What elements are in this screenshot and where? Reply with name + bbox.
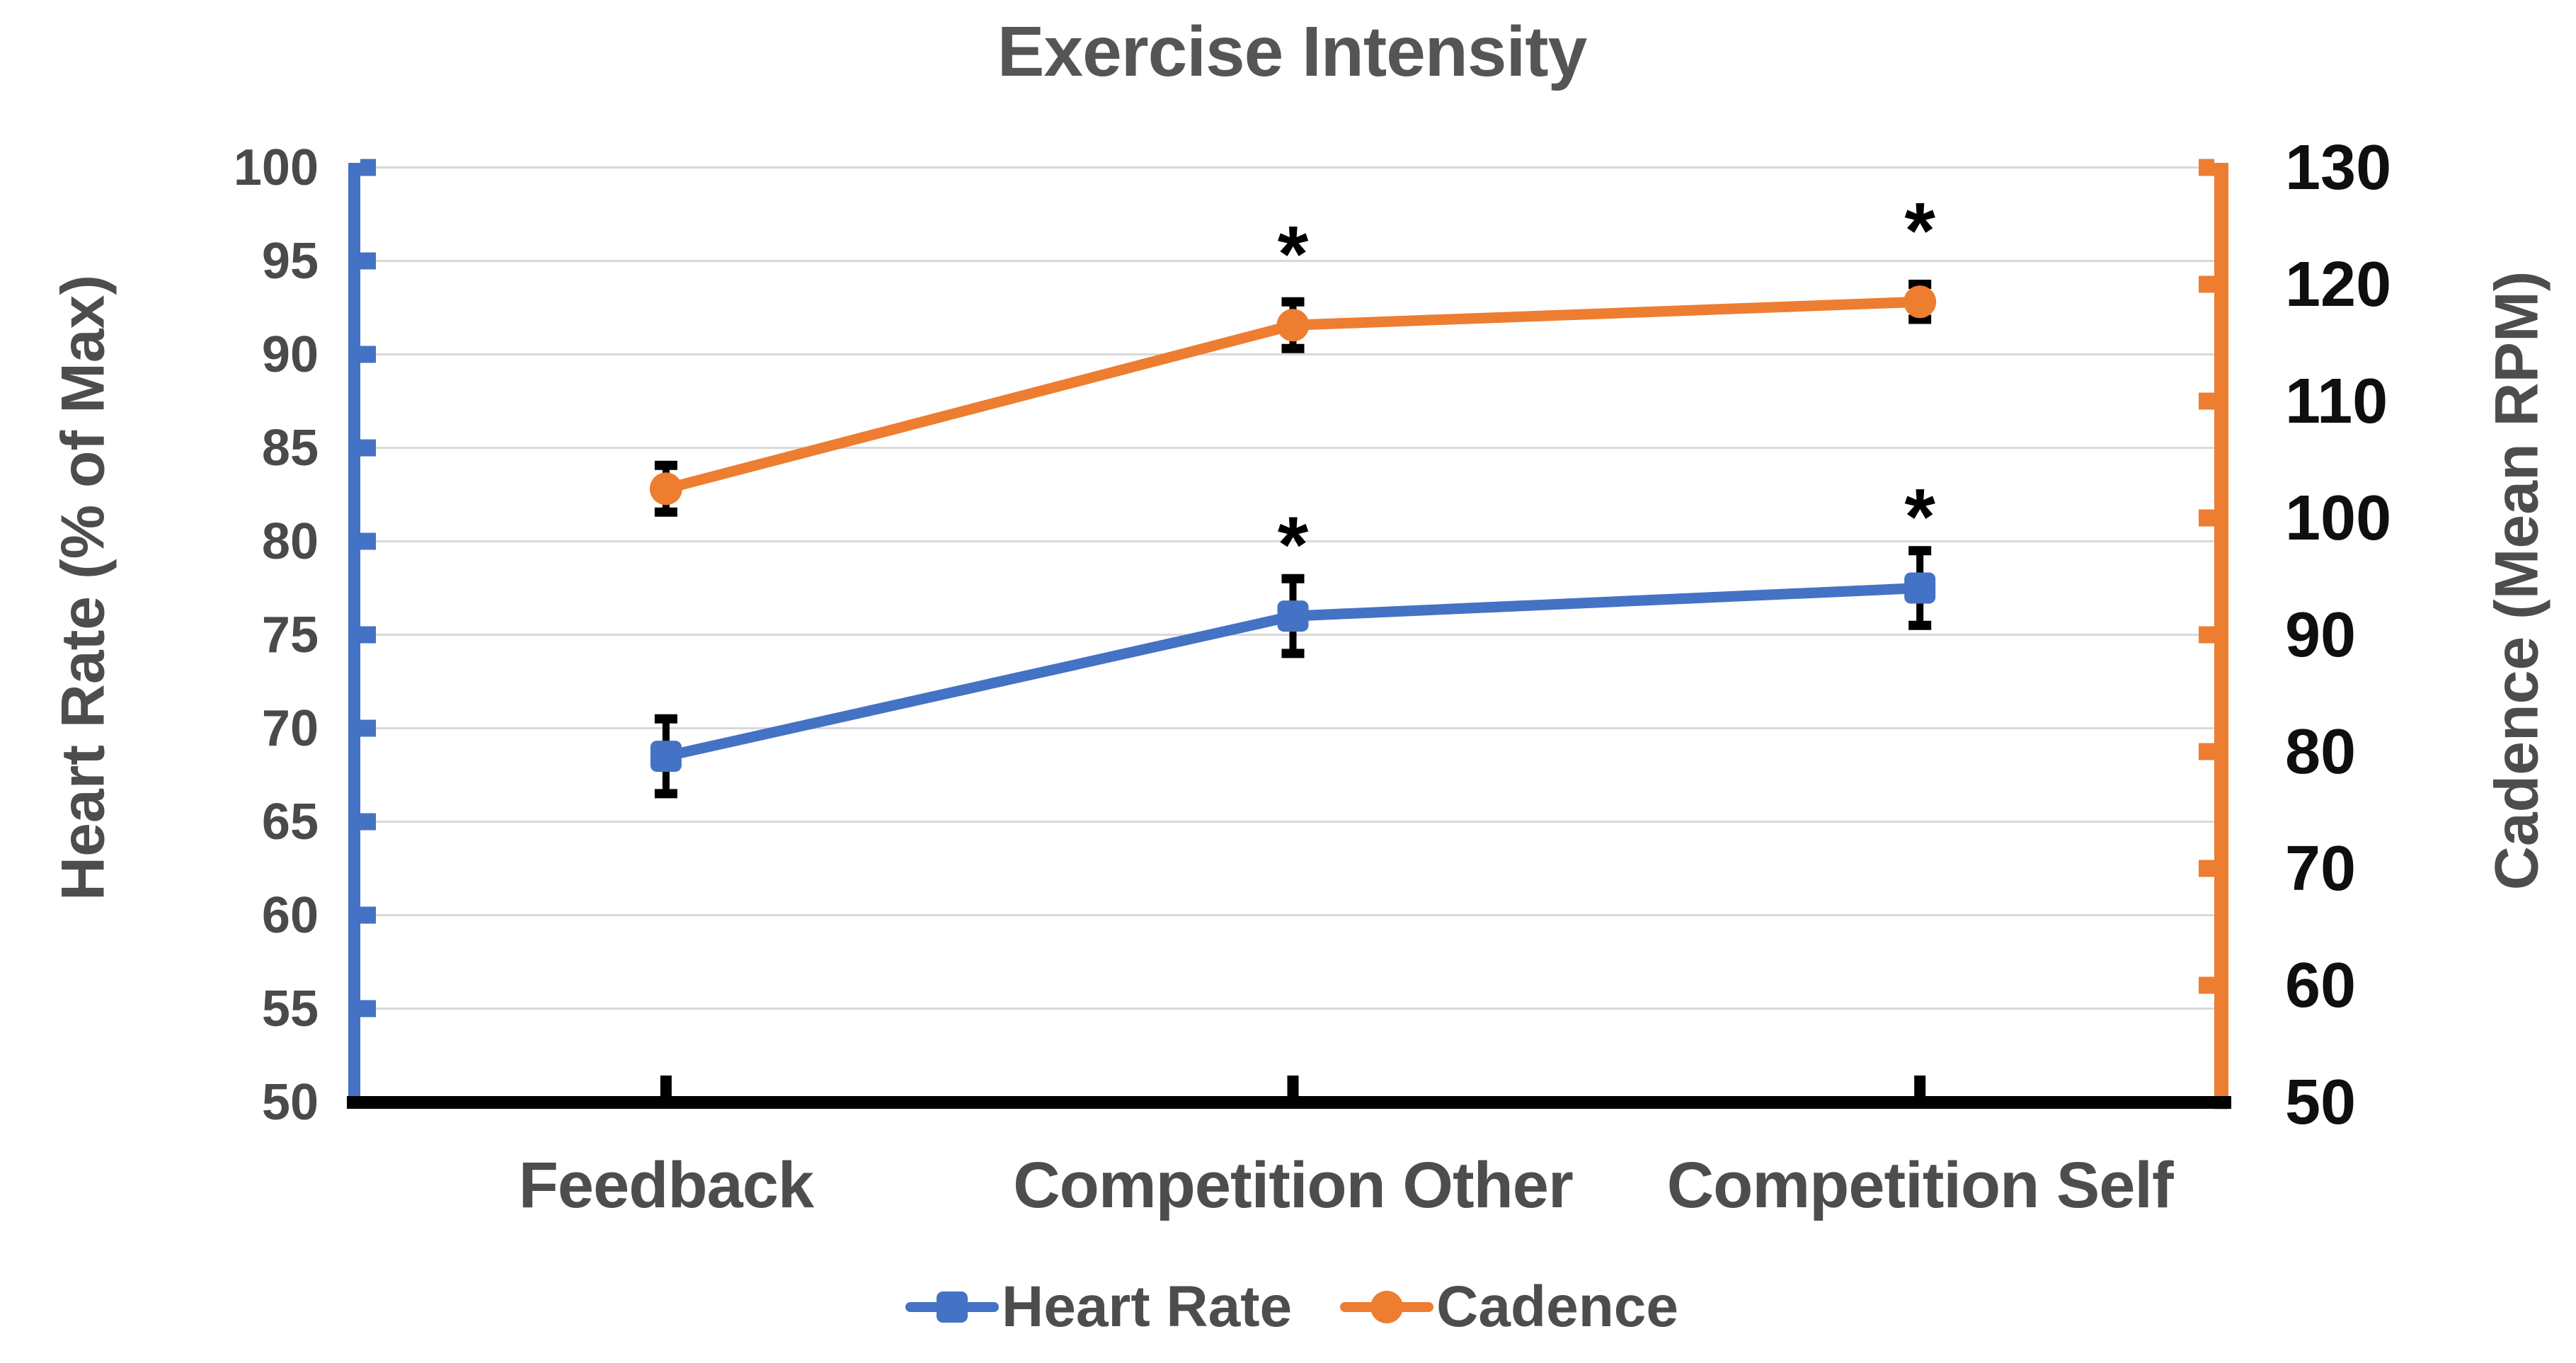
right-axis-tick-label: 70 <box>2285 833 2357 904</box>
right-axis-tick <box>2199 626 2214 644</box>
left-axis-tick-label: 85 <box>261 419 319 477</box>
left-axis-tick-label: 100 <box>233 139 319 196</box>
x-axis-tick <box>1287 1076 1299 1096</box>
left-axis-tick <box>360 1000 376 1017</box>
left-axis-tick-label: 95 <box>261 232 319 290</box>
marker-square-heart-rate <box>1904 572 1936 604</box>
right-axis-tick <box>2199 509 2214 527</box>
right-axis-tick <box>2199 275 2214 293</box>
x-axis-line <box>347 1096 2231 1109</box>
left-axis-tick-label: 60 <box>261 886 319 944</box>
x-axis-category-label: Competition Other <box>1013 1149 1574 1221</box>
left-axis-tick <box>360 439 376 457</box>
significance-asterisk: * <box>1278 501 1309 589</box>
x-axis-category-label: Feedback <box>518 1149 814 1221</box>
left-axis-tick <box>360 532 376 550</box>
legend-label: Heart Rate <box>1002 1274 1293 1339</box>
right-axis-tick-label: 110 <box>2285 365 2388 437</box>
right-axis-tick-label: 100 <box>2285 482 2392 554</box>
left-axis-tick <box>360 626 376 644</box>
legend-square-marker-icon <box>905 1286 999 1328</box>
marker-circle-cadence <box>649 472 682 506</box>
legend-circle-icon <box>1370 1291 1404 1323</box>
right-axis-tick <box>2199 743 2214 760</box>
left-axis-tick-label: 55 <box>261 980 319 1037</box>
left-axis-tick <box>360 252 376 270</box>
right-axis-title: Cadence (Mean RPM) <box>2483 270 2551 891</box>
x-axis-category-label: Competition Self <box>1666 1149 2174 1221</box>
right-axis-tick-label: 80 <box>2285 716 2357 787</box>
left-axis-tick <box>360 906 376 924</box>
right-axis-tick <box>2199 860 2214 877</box>
legend-square-icon <box>937 1291 968 1323</box>
left-axis-tick-label: 90 <box>261 326 319 383</box>
marker-square-heart-rate <box>650 741 682 772</box>
marker-square-heart-rate <box>1277 600 1309 632</box>
left-axis-tick-label: 80 <box>261 513 319 570</box>
legend-circle-marker-icon <box>1340 1286 1434 1328</box>
x-axis-tick <box>660 1076 672 1096</box>
right-axis-line <box>2214 163 2228 1110</box>
right-axis-tick <box>2199 392 2214 410</box>
left-axis-tick-label: 50 <box>261 1073 319 1131</box>
left-axis-tick <box>360 159 376 176</box>
x-axis-tick <box>1914 1076 1926 1096</box>
left-axis-tick <box>360 719 376 737</box>
right-axis-tick-label: 60 <box>2285 949 2357 1021</box>
right-axis-tick-label: 120 <box>2285 249 2392 320</box>
marker-circle-cadence <box>1904 285 1937 319</box>
right-axis-tick-label: 90 <box>2285 599 2357 671</box>
right-axis-tick <box>2199 976 2214 994</box>
marker-circle-cadence <box>1276 309 1310 342</box>
left-axis-line <box>348 163 360 1096</box>
legend: Heart Rate Cadence <box>354 1272 2230 1342</box>
left-axis-tick-label: 65 <box>261 793 319 850</box>
right-axis-tick-label: 130 <box>2285 132 2392 203</box>
legend-label: Cadence <box>1436 1274 1678 1339</box>
right-axis-tick <box>2199 159 2214 176</box>
significance-asterisk: * <box>1904 186 1935 275</box>
legend-item: Cadence <box>1340 1278 1678 1336</box>
left-axis-tick <box>360 813 376 831</box>
left-axis-tick-label: 75 <box>261 606 319 663</box>
significance-asterisk: * <box>1904 473 1935 561</box>
chart-title: Exercise Intensity <box>997 12 1587 91</box>
significance-asterisk: * <box>1278 210 1309 298</box>
legend-item: Heart Rate <box>905 1278 1292 1336</box>
left-axis-tick-label: 70 <box>261 700 319 757</box>
left-axis-tick <box>360 346 376 363</box>
right-axis-tick-label: 50 <box>2285 1066 2357 1138</box>
